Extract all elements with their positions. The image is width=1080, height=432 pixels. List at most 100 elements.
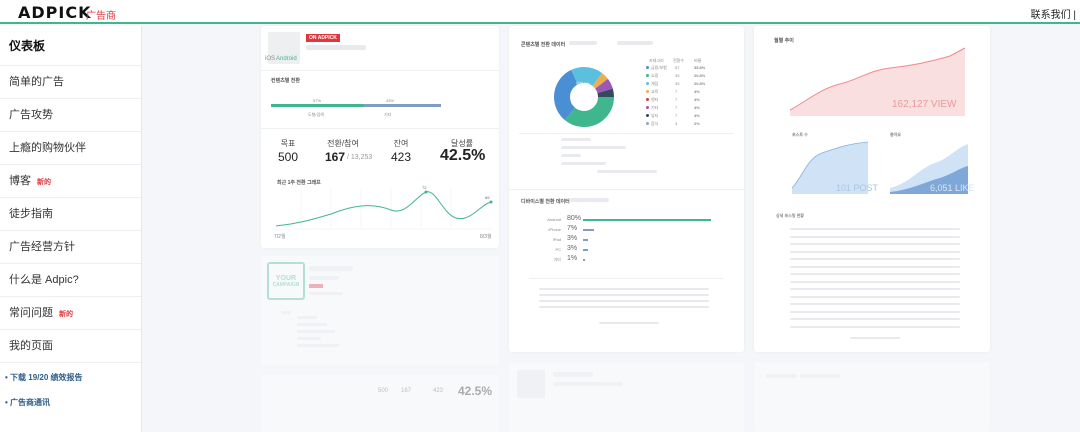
download-report-link[interactable]: • 下载 19/20 绩效报告 xyxy=(5,373,83,382)
chart-line xyxy=(275,191,492,227)
bottom-convert-value: 167 xyxy=(401,388,412,394)
campaign-logo-line2: CAMPAIGN xyxy=(272,282,300,288)
summary-placeholder xyxy=(561,146,626,149)
device-bar xyxy=(583,249,588,251)
post-row[interactable] xyxy=(790,303,960,305)
table-row-placeholder xyxy=(539,306,709,308)
conversion-caption-1: 도형/검색 xyxy=(308,112,324,117)
divider xyxy=(261,70,499,71)
category-name: 게임 xyxy=(651,81,659,86)
category-name: 교육 xyxy=(651,89,659,94)
sidebar-item-policy[interactable]: 广告经营方针 xyxy=(0,231,141,264)
sidebar-item-shopping-partner[interactable]: 上瘾的购物伙伴 xyxy=(0,132,141,165)
category-pct: 35.8% xyxy=(694,65,706,70)
category-pct: 2% xyxy=(694,121,700,126)
donut-slice-finance xyxy=(554,67,614,127)
post-row[interactable] xyxy=(790,228,960,230)
date-range-selector[interactable] xyxy=(617,41,653,45)
pagination-placeholder[interactable] xyxy=(850,337,900,339)
divider xyxy=(519,133,734,134)
period-tabs[interactable] xyxy=(569,41,597,45)
summary-placeholder xyxy=(561,162,606,165)
name-placeholder xyxy=(553,372,593,377)
device-bar-label: iPhone xyxy=(548,227,561,232)
detail-placeholder xyxy=(297,330,335,333)
sidebar-item-dashboard[interactable]: 仪表板 xyxy=(0,26,141,66)
sidebar-item-about[interactable]: 什么是 Adpic? xyxy=(0,264,141,297)
sidebar-item-ad-campaign[interactable]: 广告攻势 xyxy=(0,99,141,132)
logo-subtitle: 广告商 xyxy=(86,11,116,22)
like-area-2 xyxy=(890,166,968,194)
category-count: 7 xyxy=(675,89,678,94)
category-name: 쇼핑 xyxy=(651,73,659,78)
post-row[interactable] xyxy=(790,295,960,298)
post-row[interactable] xyxy=(790,318,960,320)
category-color-dot xyxy=(646,74,649,77)
convert-total: / 13,253 xyxy=(347,154,373,161)
detail-placeholder xyxy=(297,337,321,340)
table-header-count: 전환수 xyxy=(673,58,685,63)
category-color-dot xyxy=(646,82,649,85)
post-row[interactable] xyxy=(790,273,960,275)
conversion-title: 컨텐츠별 전환 xyxy=(271,78,300,84)
campaign-logo-line1: YOUR xyxy=(275,275,297,282)
divider xyxy=(509,189,744,190)
new-badge: 新的 xyxy=(59,311,73,318)
category-color-dot xyxy=(646,98,649,101)
donut-slice-games xyxy=(554,67,614,127)
chart-start-label: 7/2월 xyxy=(274,234,286,240)
sidebar-item-simple-ads[interactable]: 简单的广告 xyxy=(0,66,141,99)
sidebar-item-faq[interactable]: 常问问题 新的 xyxy=(0,297,141,330)
device-bar xyxy=(583,259,585,261)
goal-value: 500 xyxy=(277,150,299,164)
category-pct: 4% xyxy=(694,113,700,118)
campaign-info-placeholder xyxy=(309,292,343,295)
chart-end-date: 8/3월 xyxy=(480,234,492,240)
sidebar-item-guide[interactable]: 徒步指南 xyxy=(0,198,141,231)
conversion-bar-2 xyxy=(364,104,441,107)
detail-placeholder xyxy=(281,311,291,314)
sidebar-item-blog[interactable]: 博客 新的 xyxy=(0,165,141,198)
like-count-chart xyxy=(890,144,968,194)
period-tabs[interactable] xyxy=(569,198,609,202)
sidebar-item-label: 什么是 Adpic? xyxy=(9,274,79,286)
sidebar-item-label: 广告攻势 xyxy=(9,109,53,121)
sidebar-item-label: 博客 xyxy=(9,175,31,187)
post-row[interactable] xyxy=(790,288,960,290)
summary-placeholder xyxy=(597,170,657,173)
sidebar-item-label: 仪表板 xyxy=(9,39,46,53)
campaign-tag xyxy=(309,284,323,288)
post-row[interactable] xyxy=(790,265,960,268)
detail-placeholder xyxy=(297,344,339,347)
pagination-placeholder[interactable] xyxy=(599,322,659,324)
post-row[interactable] xyxy=(790,250,960,253)
newsletter-link[interactable]: • 广告商通讯 xyxy=(5,398,51,407)
contact-link[interactable]: 联系我们 | xyxy=(1030,10,1076,21)
campaign-thumbnail xyxy=(268,32,300,64)
conversion-caption-2: 기타 xyxy=(384,112,392,117)
post-row[interactable] xyxy=(790,258,960,260)
category-color-dot xyxy=(646,122,649,125)
convert-label: 전환/참여 xyxy=(327,139,359,148)
device-bars-title: 디바이스별 전환 데이터 xyxy=(521,199,570,205)
thumbnail-placeholder xyxy=(517,370,545,398)
detail-placeholder xyxy=(297,316,317,319)
sidebar-item-my-page[interactable]: 我的页面 xyxy=(0,330,141,363)
name-placeholder xyxy=(553,382,623,386)
post-count-chart xyxy=(792,141,868,194)
post-row[interactable] xyxy=(790,310,960,313)
category-name: 음식 xyxy=(651,121,659,126)
post-row[interactable] xyxy=(790,235,960,238)
device-bar xyxy=(583,229,595,231)
post-row[interactable] xyxy=(790,325,960,328)
category-color-dot xyxy=(646,106,649,109)
device-bar-value: 3% xyxy=(567,235,578,242)
device-bar-value: 80% xyxy=(567,215,582,222)
logo[interactable]: ADPICK xyxy=(18,3,92,22)
post-row[interactable] xyxy=(790,243,960,245)
sidebar-item-label: 简单的广告 xyxy=(9,76,64,88)
post-row[interactable] xyxy=(790,280,960,283)
rate-value: 42.5% xyxy=(440,147,486,164)
divider xyxy=(261,128,499,129)
category-pct: 4% xyxy=(694,89,700,94)
